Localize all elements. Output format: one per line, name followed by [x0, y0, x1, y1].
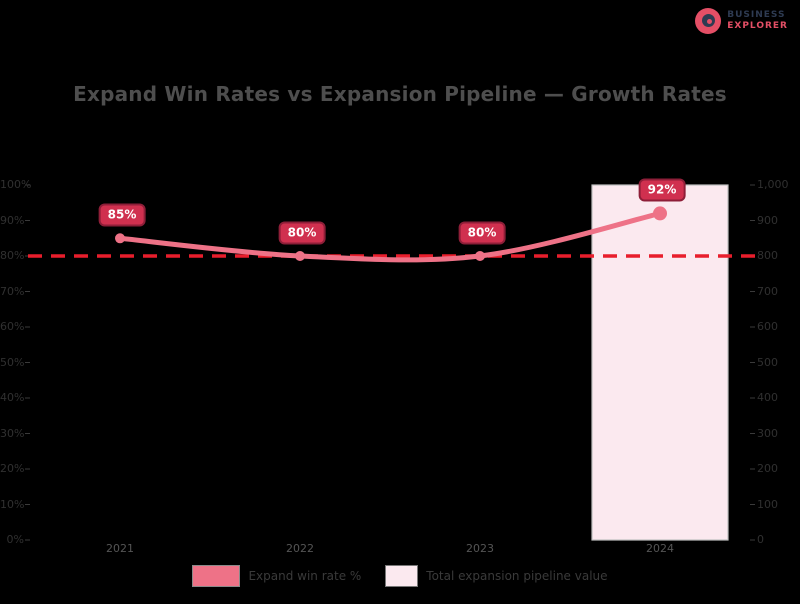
data-label-chip: 92% — [638, 178, 686, 202]
marker-dot — [475, 251, 485, 261]
logo-line2: EXPLORER — [727, 21, 788, 31]
y-axis-label-left: 80% — [0, 249, 25, 262]
y-axis-label-right: 1,000 — [757, 178, 789, 191]
y-axis-label-right: 900 — [757, 213, 778, 227]
data-label-chip: 80% — [458, 221, 506, 245]
pipeline-bar — [591, 184, 729, 541]
y-axis-label-left: 70% — [0, 284, 25, 298]
y-axis-label-right: 0 — [757, 533, 764, 546]
y-axis-label-left: 40% — [0, 391, 25, 404]
chart-title: Expand Win Rates vs Expansion Pipeline —… — [73, 82, 727, 106]
y-axis-label-left: 90% — [0, 213, 25, 227]
logo-line1: BUSINESS — [727, 10, 786, 20]
legend-item-pipeline: Total expansion pipeline value — [385, 565, 608, 587]
y-axis-label-left: 20% — [0, 462, 25, 475]
y-axis-label-right: 500 — [757, 355, 778, 369]
y-axis-label-right: 600 — [757, 320, 778, 333]
legend-label: Total expansion pipeline value — [426, 569, 608, 583]
y-axis-label-right: 300 — [757, 426, 778, 440]
y-axis-label-left: 50% — [0, 355, 25, 369]
x-axis-label: 2021 — [106, 542, 134, 555]
line-series-swatch — [192, 565, 241, 587]
y-axis-label-left: 30% — [0, 426, 25, 440]
x-axis-label: 2022 — [286, 542, 314, 555]
y-axis-label-left: 100% — [0, 178, 32, 191]
win-rate-line — [117, 210, 663, 263]
x-axis-label: 2024 — [646, 542, 674, 555]
logo-text: BUSINESS EXPLORER — [727, 10, 788, 32]
y-axis-label-left: 10% — [0, 497, 25, 511]
marker-dot — [653, 206, 667, 221]
brand-logo: BUSINESS EXPLORER — [695, 8, 788, 34]
chart-legend: Expand win rate % Total expansion pipeli… — [0, 565, 800, 587]
y-axis-label-left: 60% — [0, 320, 25, 333]
data-label-chip: 80% — [278, 221, 326, 245]
y-axis-label-right: 800 — [757, 249, 778, 262]
marker-dot — [295, 251, 305, 261]
y-axis-label-right: 400 — [757, 391, 778, 404]
y-axis-label-right: 200 — [757, 462, 778, 475]
logo-pie-icon — [695, 8, 722, 34]
y-axis-label-right: 100 — [757, 497, 778, 511]
legend-item-win-rate: Expand win rate % — [192, 565, 361, 587]
x-axis-label: 2023 — [466, 542, 494, 555]
bar-series-swatch — [385, 565, 419, 587]
legend-label: Expand win rate % — [248, 569, 362, 583]
y-axis-label-left: 0% — [6, 533, 24, 546]
marker-dot — [115, 233, 125, 244]
data-label-chip: 85% — [98, 203, 146, 227]
y-axis-label-right: 700 — [757, 284, 778, 298]
